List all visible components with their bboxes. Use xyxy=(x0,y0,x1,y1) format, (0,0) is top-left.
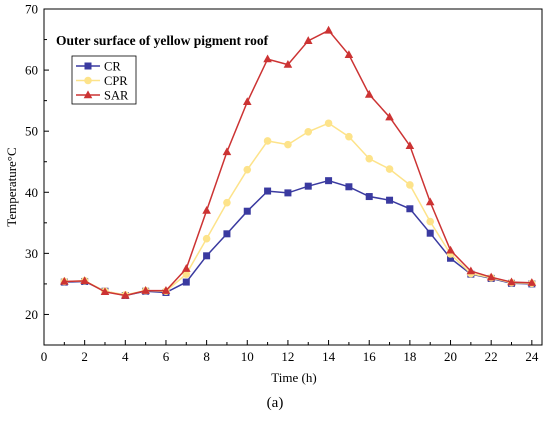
plot-frame xyxy=(43,8,543,346)
data-point-cr xyxy=(447,254,455,262)
data-point-sar xyxy=(141,286,150,294)
data-point-cr xyxy=(406,205,414,213)
data-point-cpr xyxy=(324,119,333,128)
data-point-sar xyxy=(466,266,476,275)
series-line-sar xyxy=(64,29,532,297)
data-point-sar xyxy=(425,197,435,206)
x-tick-label: 14 xyxy=(322,349,336,364)
data-point-sar xyxy=(242,97,252,106)
x-tick-label: 2 xyxy=(81,349,88,364)
y-tick-label: 20 xyxy=(25,307,38,322)
data-point-sar xyxy=(202,206,211,214)
data-point-sar xyxy=(121,290,130,299)
x-axis-title: Time (h) xyxy=(271,370,316,385)
data-point-sar xyxy=(60,276,69,285)
x-tick-label: 12 xyxy=(281,349,294,364)
data-point-sar xyxy=(161,286,171,294)
legend-marker-sar xyxy=(83,90,93,99)
data-point-cr xyxy=(386,196,394,204)
data-point-cr xyxy=(426,229,434,237)
data-point-cr xyxy=(203,252,211,260)
x-tick-label: 24 xyxy=(525,349,539,364)
data-point-cpr xyxy=(345,132,353,141)
data-point-cr xyxy=(345,183,353,191)
legend-marker-cpr xyxy=(84,76,92,85)
data-point-cpr xyxy=(385,165,394,173)
y-axis-title-unit: °C xyxy=(4,147,19,161)
legend-label-cpr: CPR xyxy=(104,74,128,88)
chart-title: Outer surface of yellow pigment roof xyxy=(56,33,269,48)
legend-marker-cr xyxy=(84,62,92,70)
data-point-cr xyxy=(304,182,312,190)
data-point-cpr xyxy=(284,140,292,149)
x-tick-label: 10 xyxy=(241,349,254,364)
data-point-cpr xyxy=(182,270,191,278)
series-cpr xyxy=(60,119,536,299)
data-point-cpr xyxy=(426,217,435,226)
data-point-sar xyxy=(486,272,496,281)
data-point-cpr xyxy=(263,137,272,145)
x-tick-label: 6 xyxy=(163,349,170,364)
data-point-cr xyxy=(264,187,272,195)
data-point-sar xyxy=(80,276,89,285)
data-point-cpr xyxy=(243,165,252,174)
series-cr xyxy=(60,177,536,300)
series-layer xyxy=(60,25,537,300)
data-point-sar xyxy=(303,36,313,44)
data-point-cpr xyxy=(304,127,313,136)
data-point-sar xyxy=(507,277,516,286)
data-point-sar xyxy=(344,50,354,59)
data-point-cr xyxy=(365,193,373,201)
x-tick-label: 16 xyxy=(363,349,377,364)
data-point-sar xyxy=(446,245,455,254)
series-line-cr xyxy=(64,179,532,297)
legend-label-sar: SAR xyxy=(104,88,129,102)
x-tick-label: 4 xyxy=(122,349,129,364)
series-line-cpr xyxy=(64,122,532,296)
data-point-cpr xyxy=(223,198,231,207)
y-tick-label: 30 xyxy=(25,246,38,261)
data-point-sar xyxy=(364,89,374,98)
x-tick-label: 22 xyxy=(485,349,498,364)
data-point-cpr xyxy=(406,181,414,189)
data-point-sar xyxy=(405,141,415,150)
data-point-sar xyxy=(181,264,191,272)
y-tick-label: 60 xyxy=(25,63,38,78)
data-point-cr xyxy=(243,207,251,215)
x-tick-label: 0 xyxy=(41,349,48,364)
data-point-sar xyxy=(100,287,110,296)
y-axis-title-text: Temperature xyxy=(4,161,19,227)
data-point-sar xyxy=(222,147,232,156)
x-tick-label: 18 xyxy=(403,349,416,364)
data-point-sar xyxy=(324,25,333,34)
y-tick-label: 40 xyxy=(25,185,38,200)
data-point-cpr xyxy=(365,154,374,163)
figure-caption: (a) xyxy=(267,395,284,411)
data-point-cr xyxy=(182,278,190,286)
data-point-cpr xyxy=(202,234,211,243)
x-tick-label: 20 xyxy=(444,349,457,364)
y-axis-title: Temperature°C xyxy=(4,147,19,226)
data-point-sar xyxy=(283,59,293,68)
data-point-sar xyxy=(263,54,272,63)
data-point-cr xyxy=(325,177,333,185)
data-point-cr xyxy=(223,230,231,238)
legend-label-cr: CR xyxy=(104,59,121,73)
x-tick-label: 8 xyxy=(203,349,210,364)
data-point-sar xyxy=(385,112,394,121)
series-sar xyxy=(60,25,537,299)
data-point-sar xyxy=(527,278,537,286)
y-tick-label: 70 xyxy=(25,2,38,17)
data-point-cr xyxy=(284,189,292,197)
y-tick-label: 50 xyxy=(25,124,38,139)
